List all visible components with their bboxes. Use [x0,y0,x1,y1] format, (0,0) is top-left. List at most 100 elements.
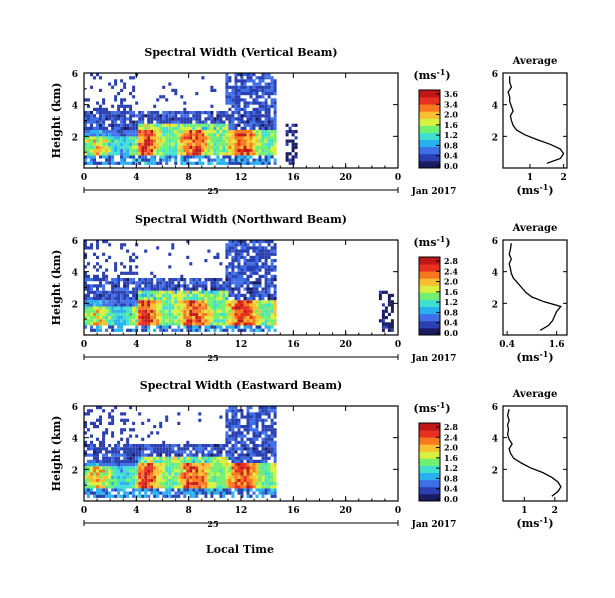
heatmap-cell [210,309,214,313]
heatmap-cell [141,444,145,448]
heatmap-cell [222,328,226,332]
heatmap-cell [138,491,142,495]
heatmap-cell [231,123,235,127]
heatmap-cell [249,425,253,429]
heatmap-cell [270,418,274,422]
heatmap-cell [204,281,208,285]
heatmap-cell [198,123,202,127]
heatmap-cell [171,145,175,149]
heatmap-cell [240,431,244,435]
heatmap-cell [258,117,262,121]
heatmap-cell [198,149,202,153]
heatmap-cell [234,406,238,410]
heatmap-cell [264,271,268,275]
heatmap-cell [96,300,99,304]
heatmap-cell [150,300,154,304]
heatmap-cell [219,325,223,329]
heatmap-cell [96,136,99,140]
heatmap-cell [141,456,145,460]
heatmap-cell [261,252,265,256]
heatmap-cell [252,152,256,156]
heatmap-cell [204,494,208,498]
heatmap-cell [204,309,208,313]
colorbar-band [419,104,440,112]
heatmap-cell [111,322,115,326]
heatmap-cell [243,316,247,320]
heatmap-cell [270,306,274,310]
heatmap-cell [132,88,136,92]
heatmap-cell [234,450,238,454]
colorbar-band [419,479,440,488]
heatmap-cell [96,255,99,259]
heatmap-cell [138,322,142,326]
heatmap-cell [213,126,217,130]
heatmap-cell [267,85,271,89]
heatmap-cell [198,316,202,320]
heatmap-cell [174,278,178,282]
heatmap-cell [96,117,99,121]
heatmap-cell [162,284,166,288]
heatmap-cell [243,268,247,272]
heatmap-cell [225,284,229,288]
heatmap-cell [147,322,151,326]
profile-x-label: (ms-1) [516,515,553,530]
heatmap-cell [108,463,112,467]
heatmap-cell [264,444,268,448]
heatmap-cell [234,459,238,463]
x-tick-label: 20 [339,340,352,350]
heatmap-cell [96,133,99,137]
heatmap-cell [267,155,271,159]
heatmap-cell [144,155,148,159]
heatmap-cell [162,111,166,115]
heatmap-cell [147,434,151,438]
heatmap-cell [246,265,250,269]
heatmap-cell [249,262,253,266]
heatmap-cell [183,472,187,476]
heatmap-cell [243,297,247,301]
heatmap-cell [90,133,93,137]
heatmap-cell [171,447,175,451]
heatmap-cell [246,418,250,422]
heatmap-cell [261,412,265,416]
heatmap-cell [228,158,232,162]
heatmap-cell [228,485,232,489]
heatmap-cell [159,161,163,165]
heatmap-cell [162,459,166,463]
x-tick-label: 12 [235,340,248,350]
heatmap-cell [120,328,124,332]
heatmap-cell [171,466,175,470]
heatmap-cell [87,142,90,146]
heatmap-cell [180,152,184,156]
heatmap-cell [264,76,268,80]
heatmap-cell [138,142,142,146]
heatmap-cell [156,297,160,301]
heatmap-cell [252,421,256,425]
heatmap-cell [126,278,130,282]
heatmap-cell [246,287,250,291]
heatmap-cell [171,139,175,143]
heatmap-cell [237,92,241,96]
heatmap-cell [96,130,99,134]
heatmap-cell [240,300,244,304]
heatmap-cell [186,117,190,121]
heatmap-cell [192,466,196,470]
heatmap-cell [243,255,247,259]
heatmap-cell [105,240,109,244]
heatmap-cell [264,117,268,121]
heatmap-cell [114,459,118,463]
heatmap-cell [228,425,232,429]
heatmap-cell [159,133,163,137]
heatmap-cell [147,130,151,134]
heatmap-cell [153,114,157,118]
heatmap-cell [270,312,274,316]
heatmap-cell [90,322,93,326]
heatmap-cell [270,469,274,473]
heatmap-cell [219,459,223,463]
heatmap-cell [162,466,166,470]
heatmap-cell [387,322,391,326]
heatmap-cell [219,415,223,419]
heatmap-cell [183,297,187,301]
heatmap-cell [213,306,217,310]
heatmap-cell [96,322,99,326]
heatmap-cell [171,246,175,250]
